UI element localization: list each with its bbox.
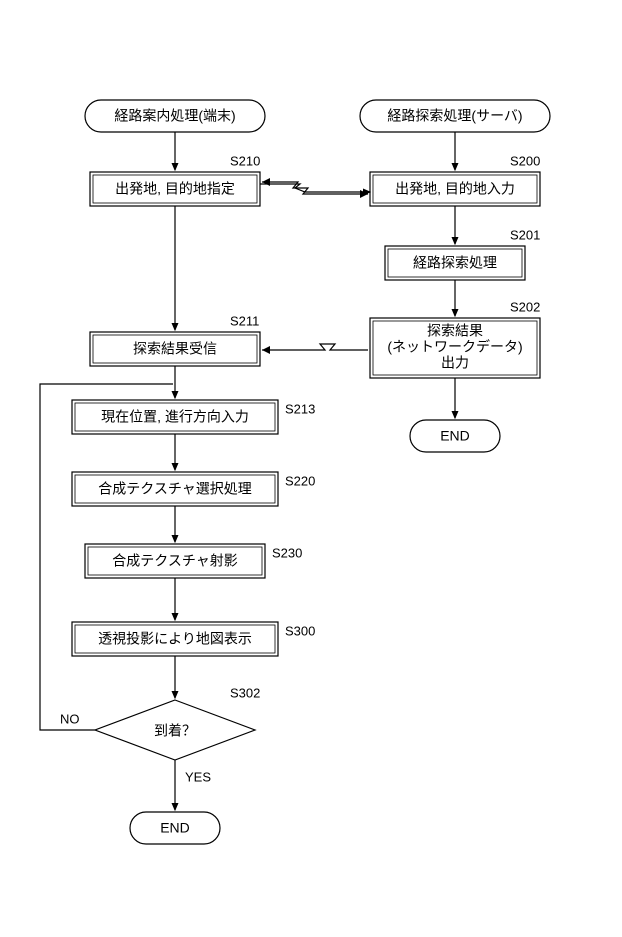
terminal-route-search: 経路探索処理(サーバ) [360, 100, 550, 132]
title-left: 経路案内処理(端末) [114, 108, 235, 124]
zigzag-right-arrow [360, 190, 368, 198]
s200-text: 出発地, 目的地入力 [395, 181, 515, 197]
title-right: 経路探索処理(サーバ) [387, 108, 522, 124]
s211-label: S211 [230, 313, 259, 328]
zigzag-left-arrow [262, 178, 270, 186]
s302-text: 到着？ [154, 723, 196, 739]
s302-label: S302 [230, 685, 260, 700]
terminal-route-guidance: 経路案内処理(端末) [85, 100, 265, 132]
s230-label: S230 [272, 545, 302, 560]
decision-s302: 到着？ S302 [95, 685, 260, 760]
s201-text: 経路探索処理 [413, 255, 497, 271]
zigzag-s202-s211 [262, 344, 368, 350]
s200-label: S200 [510, 153, 540, 168]
s202-label: S202 [510, 299, 540, 314]
s202-line2: (ネットワークデータ) [387, 339, 522, 355]
s230-text: 合成テクスチャ射影 [112, 553, 237, 569]
s202-line1: 探索結果 [427, 323, 483, 339]
end-left-text: END [160, 820, 190, 836]
s213-label: S213 [285, 401, 315, 416]
process-s213: 現在位置, 進行方向入力 S213 [72, 400, 315, 434]
s201-label: S201 [510, 227, 540, 242]
s213-text: 現在位置, 進行方向入力 [101, 409, 249, 425]
process-s220: 合成テクスチャ選択処理 S220 [72, 472, 315, 506]
zigzag-s202-arrow [262, 346, 270, 354]
end-right-text: END [440, 428, 470, 444]
terminal-end-right: END [410, 420, 500, 452]
s300-label: S300 [285, 623, 315, 638]
s211-text: 探索結果受信 [133, 341, 217, 357]
s220-label: S220 [285, 473, 315, 488]
process-s300: 透視投影により地図表示 S300 [72, 622, 315, 656]
terminal-end-left: END [130, 812, 220, 844]
connector-s210-s200 [260, 184, 370, 192]
s210-text: 出発地, 目的地指定 [115, 181, 235, 197]
yes-label: YES [185, 769, 211, 784]
s202-line3: 出力 [441, 355, 469, 371]
process-s230: 合成テクスチャ射影 S230 [85, 544, 302, 578]
process-s201: 経路探索処理 S201 [385, 227, 540, 280]
s210-label: S210 [230, 153, 260, 168]
s300-text: 透視投影により地図表示 [98, 631, 252, 647]
no-label: NO [60, 711, 80, 726]
s220-text: 合成テクスチャ選択処理 [98, 481, 251, 497]
